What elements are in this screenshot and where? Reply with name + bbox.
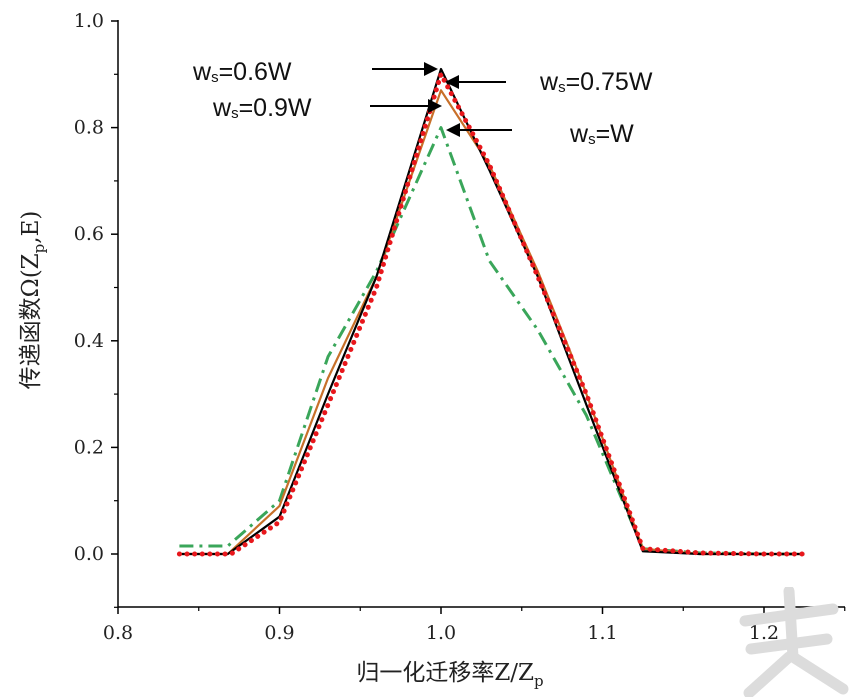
x-axis-title-text: 归一化迁移率Z/Z: [356, 660, 534, 686]
y-tick-label: 0.0: [74, 543, 104, 565]
x-tick-label: 1.1: [587, 622, 617, 644]
x-tick-label: 0.9: [264, 622, 294, 644]
series-line-wsW: [179, 126, 805, 556]
y-tick-label: 0.8: [74, 117, 104, 139]
y-tick-label: 1.0: [74, 10, 104, 32]
annotation-arrow-ws-0.6W: [372, 62, 438, 76]
annotation-arrow-ws-0.9W: [370, 99, 442, 113]
annotation-arrow-ws-0.75W: [445, 75, 506, 89]
y-ticks: 0.0 0.2 0.4 0.6 0.8 1.0: [74, 10, 118, 608]
series-line-ws0.9W: [179, 89, 805, 556]
annotations: ws=0.6W ws=0.75W ws=0.9W ws=W: [192, 58, 653, 148]
x-tick-label: 0.8: [103, 622, 133, 644]
annotation-ws-W-main: w: [569, 120, 589, 148]
annotation-ws-0.75W-sub: s: [558, 79, 566, 96]
y-tick-label: 0.2: [74, 436, 104, 458]
annotation-ws-0.6W-main: w: [192, 58, 212, 86]
x-tick-label: 1.2: [749, 622, 779, 644]
annotation-ws-W-sub: s: [588, 131, 596, 148]
annotation-arrow-ws-W: [446, 123, 512, 137]
annotation-ws-W-tail: =W: [596, 120, 635, 148]
series-line-ws0.75W: [176, 71, 807, 557]
y-axis-title: 传递函数Ω(Zp,E): [18, 211, 48, 390]
y-axis-title-sub: p: [30, 244, 48, 254]
annotation-ws-0.9W-main: w: [212, 94, 232, 122]
series-layer: [176, 67, 807, 557]
x-axis-title: 归一化迁移率Z/Zp: [356, 660, 543, 690]
annotation-ws-0.6W-sub: s: [211, 69, 219, 86]
y-axis-title-text: 传递函数Ω(Z: [18, 253, 44, 389]
x-axis-title-sub: p: [534, 672, 544, 690]
annotation-ws-0.9W-tail: =0.9W: [239, 94, 312, 122]
annotation-ws-0.9W: ws=0.9W: [212, 94, 312, 122]
annotation-ws-0.6W: ws=0.6W: [192, 58, 292, 86]
x-tick-label: 1.0: [426, 622, 456, 644]
x-ticks: 0.8 0.9 1.0 1.1 1.2: [103, 607, 846, 644]
watermark-logo: [739, 587, 849, 697]
annotation-ws-W: ws=W: [569, 120, 634, 148]
y-tick-label: 0.6: [74, 223, 104, 245]
watermark-strokes: [739, 587, 849, 697]
annotation-ws-0.6W-tail: =0.6W: [219, 58, 292, 86]
annotation-ws-0.75W: ws=0.75W: [539, 68, 653, 96]
axes: [117, 20, 845, 608]
series-line-ws0.6W: [179, 67, 805, 556]
y-axis-title-tail: ,E): [18, 211, 44, 244]
annotation-ws-0.75W-main: w: [539, 68, 559, 96]
annotation-ws-0.9W-sub: s: [231, 105, 239, 122]
y-tick-label: 0.4: [74, 330, 104, 352]
annotation-ws-0.75W-tail: =0.75W: [566, 68, 653, 96]
